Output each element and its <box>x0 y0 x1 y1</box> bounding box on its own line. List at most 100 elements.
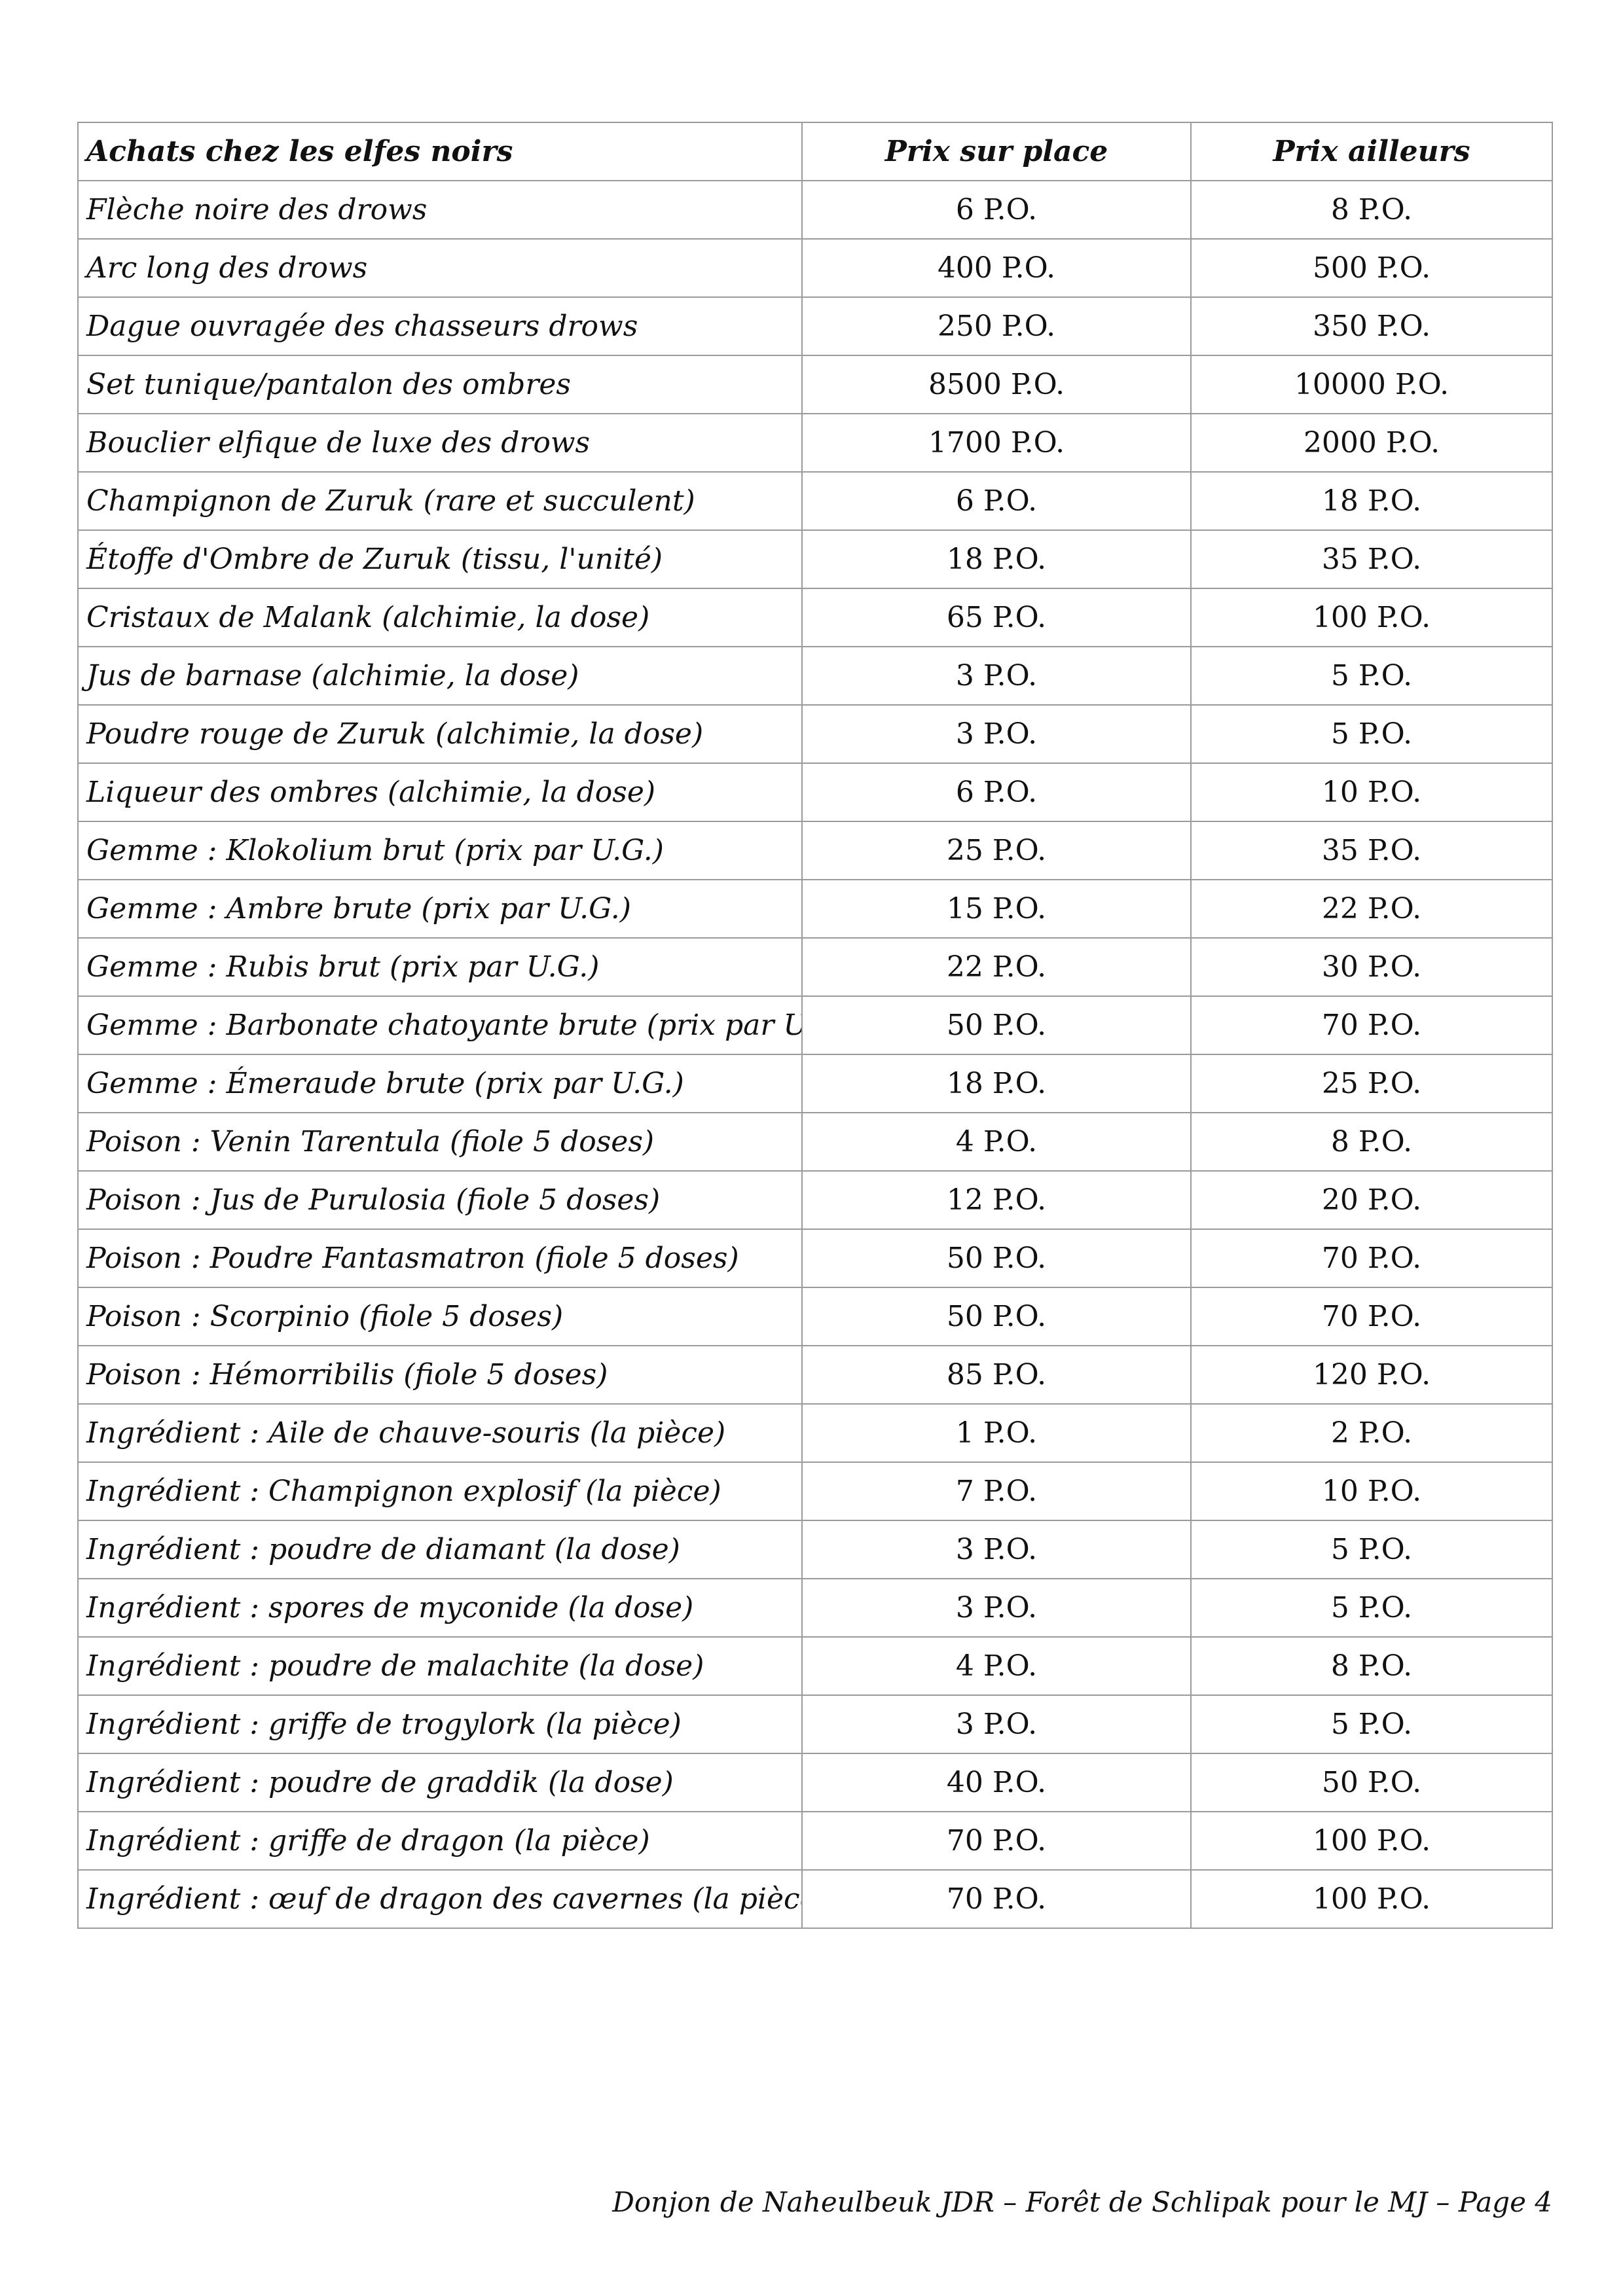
local-price-cell: 1700 P.O. <box>801 413 1192 473</box>
column-header-other-price: Prix ailleurs <box>1190 122 1553 181</box>
other-price-cell: 70 P.O. <box>1190 1287 1553 1346</box>
other-price-cell: 25 P.O. <box>1190 1054 1553 1113</box>
item-cell: Étoffe d'Ombre de Zuruk (tissu, l'unité) <box>77 529 803 589</box>
other-price-cell: 5 P.O. <box>1190 1520 1553 1579</box>
table-body: Flèche noire des drows 6 P.O. 8 P.O. Arc lo… <box>77 180 1553 1929</box>
item-cell: Flèche noire des drows <box>77 180 803 240</box>
item-cell: Cristaux de Malank (alchimie, la dose) <box>77 588 803 647</box>
table-row: Ingrédient : poudre de graddik (la dose)… <box>77 1753 1553 1812</box>
table-row: Étoffe d'Ombre de Zuruk (tissu, l'unité)… <box>77 529 1553 589</box>
table-row: Flèche noire des drows 6 P.O. 8 P.O. <box>77 180 1553 240</box>
table-row: Ingrédient : griffe de dragon (la pièce)… <box>77 1811 1553 1871</box>
other-price-cell: 100 P.O. <box>1190 1869 1553 1929</box>
item-cell: Ingrédient : griffe de trogylork (la piè… <box>77 1695 803 1754</box>
local-price-cell: 70 P.O. <box>801 1811 1192 1871</box>
local-price-cell: 25 P.O. <box>801 821 1192 880</box>
local-price-cell: 50 P.O. <box>801 1229 1192 1288</box>
other-price-cell: 120 P.O. <box>1190 1345 1553 1405</box>
table-row: Champignon de Zuruk (rare et succulent) 6… <box>77 471 1553 531</box>
column-header-item: Achats chez les elfes noirs <box>77 122 803 181</box>
local-price-cell: 7 P.O. <box>801 1462 1192 1521</box>
table-row: Ingrédient : spores de myconide (la dose… <box>77 1578 1553 1638</box>
local-price-cell: 250 P.O. <box>801 296 1192 356</box>
table-row: Ingrédient : poudre de malachite (la dos… <box>77 1636 1553 1696</box>
item-cell: Poison : Jus de Purulosia (fiole 5 doses… <box>77 1170 803 1230</box>
item-cell: Poison : Hémorribilis (fiole 5 doses) <box>77 1345 803 1405</box>
item-cell: Ingrédient : poudre de malachite (la dos… <box>77 1636 803 1696</box>
table-row: Cristaux de Malank (alchimie, la dose) 65… <box>77 588 1553 647</box>
table-row: Poison : Hémorribilis (fiole 5 doses) 85 … <box>77 1345 1553 1405</box>
table-row: Ingrédient : Champignon explosif (la piè… <box>77 1462 1553 1521</box>
other-price-cell: 2 P.O. <box>1190 1403 1553 1463</box>
item-cell: Ingrédient : Champignon explosif (la piè… <box>77 1462 803 1521</box>
table-row: Liqueur des ombres (alchimie, la dose) 6 … <box>77 762 1553 822</box>
item-cell: Poison : Scorpinio (fiole 5 doses) <box>77 1287 803 1346</box>
item-cell: Poison : Poudre Fantasmatron (fiole 5 do… <box>77 1229 803 1288</box>
local-price-cell: 22 P.O. <box>801 937 1192 997</box>
item-cell: Gemme : Rubis brut (prix par U.G.) <box>77 937 803 997</box>
local-price-cell: 3 P.O. <box>801 1695 1192 1754</box>
table-row: Dague ouvragée des chasseurs drows 250 P.… <box>77 296 1553 356</box>
other-price-cell: 70 P.O. <box>1190 1229 1553 1288</box>
local-price-cell: 1 P.O. <box>801 1403 1192 1463</box>
item-cell: Ingrédient : spores de myconide (la dose… <box>77 1578 803 1638</box>
item-cell: Ingrédient : Aile de chauve-souris (la p… <box>77 1403 803 1463</box>
item-cell: Gemme : Émeraude brute (prix par U.G.) <box>77 1054 803 1113</box>
other-price-cell: 500 P.O. <box>1190 238 1553 298</box>
item-cell: Bouclier elfique de luxe des drows <box>77 413 803 473</box>
item-cell: Ingrédient : poudre de diamant (la dose) <box>77 1520 803 1579</box>
local-price-cell: 400 P.O. <box>801 238 1192 298</box>
table-row: Poison : Venin Tarentula (fiole 5 doses)… <box>77 1112 1553 1172</box>
other-price-cell: 5 P.O. <box>1190 1578 1553 1638</box>
table-row: Ingrédient : poudre de diamant (la dose)… <box>77 1520 1553 1579</box>
item-cell: Jus de barnase (alchimie, la dose) <box>77 646 803 706</box>
table-row: Poison : Poudre Fantasmatron (fiole 5 do… <box>77 1229 1553 1288</box>
other-price-cell: 50 P.O. <box>1190 1753 1553 1812</box>
other-price-cell: 8 P.O. <box>1190 1636 1553 1696</box>
other-price-cell: 10 P.O. <box>1190 762 1553 822</box>
table-row: Arc long des drows 400 P.O. 500 P.O. <box>77 238 1553 298</box>
table-row: Ingrédient : griffe de trogylork (la piè… <box>77 1695 1553 1754</box>
item-cell: Gemme : Barbonate chatoyante brute (prix… <box>77 996 803 1055</box>
item-cell: Ingrédient : griffe de dragon (la pièce) <box>77 1811 803 1871</box>
local-price-cell: 6 P.O. <box>801 762 1192 822</box>
table-row: Poison : Jus de Purulosia (fiole 5 doses… <box>77 1170 1553 1230</box>
table-row: Poison : Scorpinio (fiole 5 doses) 50 P.O… <box>77 1287 1553 1346</box>
table-row: Gemme : Émeraude brute (prix par U.G.) 18… <box>77 1054 1553 1113</box>
other-price-cell: 5 P.O. <box>1190 646 1553 706</box>
table-row: Gemme : Barbonate chatoyante brute (prix… <box>77 996 1553 1055</box>
local-price-cell: 3 P.O. <box>801 1520 1192 1579</box>
local-price-cell: 65 P.O. <box>801 588 1192 647</box>
table-row: Ingrédient : Aile de chauve-souris (la p… <box>77 1403 1553 1463</box>
other-price-cell: 100 P.O. <box>1190 588 1553 647</box>
table-row: Jus de barnase (alchimie, la dose) 3 P.O.… <box>77 646 1553 706</box>
local-price-cell: 6 P.O. <box>801 471 1192 531</box>
local-price-cell: 3 P.O. <box>801 704 1192 764</box>
table-row: Gemme : Ambre brute (prix par U.G.) 15 P.… <box>77 879 1553 939</box>
local-price-cell: 18 P.O. <box>801 1054 1192 1113</box>
item-cell: Arc long des drows <box>77 238 803 298</box>
other-price-cell: 5 P.O. <box>1190 1695 1553 1754</box>
item-cell: Champignon de Zuruk (rare et succulent) <box>77 471 803 531</box>
item-cell: Gemme : Klokolium brut (prix par U.G.) <box>77 821 803 880</box>
local-price-cell: 50 P.O. <box>801 996 1192 1055</box>
item-cell: Ingrédient : œuf de dragon des cavernes … <box>77 1869 803 1929</box>
other-price-cell: 8 P.O. <box>1190 1112 1553 1172</box>
local-price-cell: 3 P.O. <box>801 646 1192 706</box>
local-price-cell: 3 P.O. <box>801 1578 1192 1638</box>
item-cell: Set tunique/pantalon des ombres <box>77 355 803 414</box>
local-price-cell: 8500 P.O. <box>801 355 1192 414</box>
local-price-cell: 6 P.O. <box>801 180 1192 240</box>
item-cell: Dague ouvragée des chasseurs drows <box>77 296 803 356</box>
local-price-cell: 15 P.O. <box>801 879 1192 939</box>
other-price-cell: 22 P.O. <box>1190 879 1553 939</box>
other-price-cell: 350 P.O. <box>1190 296 1553 356</box>
local-price-cell: 85 P.O. <box>801 1345 1192 1405</box>
local-price-cell: 40 P.O. <box>801 1753 1192 1812</box>
table-row: Set tunique/pantalon des ombres 8500 P.O.… <box>77 355 1553 414</box>
table-header: Achats chez les elfes noirs Prix sur pla… <box>77 122 1553 181</box>
local-price-cell: 4 P.O. <box>801 1112 1192 1172</box>
other-price-cell: 18 P.O. <box>1190 471 1553 531</box>
other-price-cell: 20 P.O. <box>1190 1170 1553 1230</box>
other-price-cell: 2000 P.O. <box>1190 413 1553 473</box>
